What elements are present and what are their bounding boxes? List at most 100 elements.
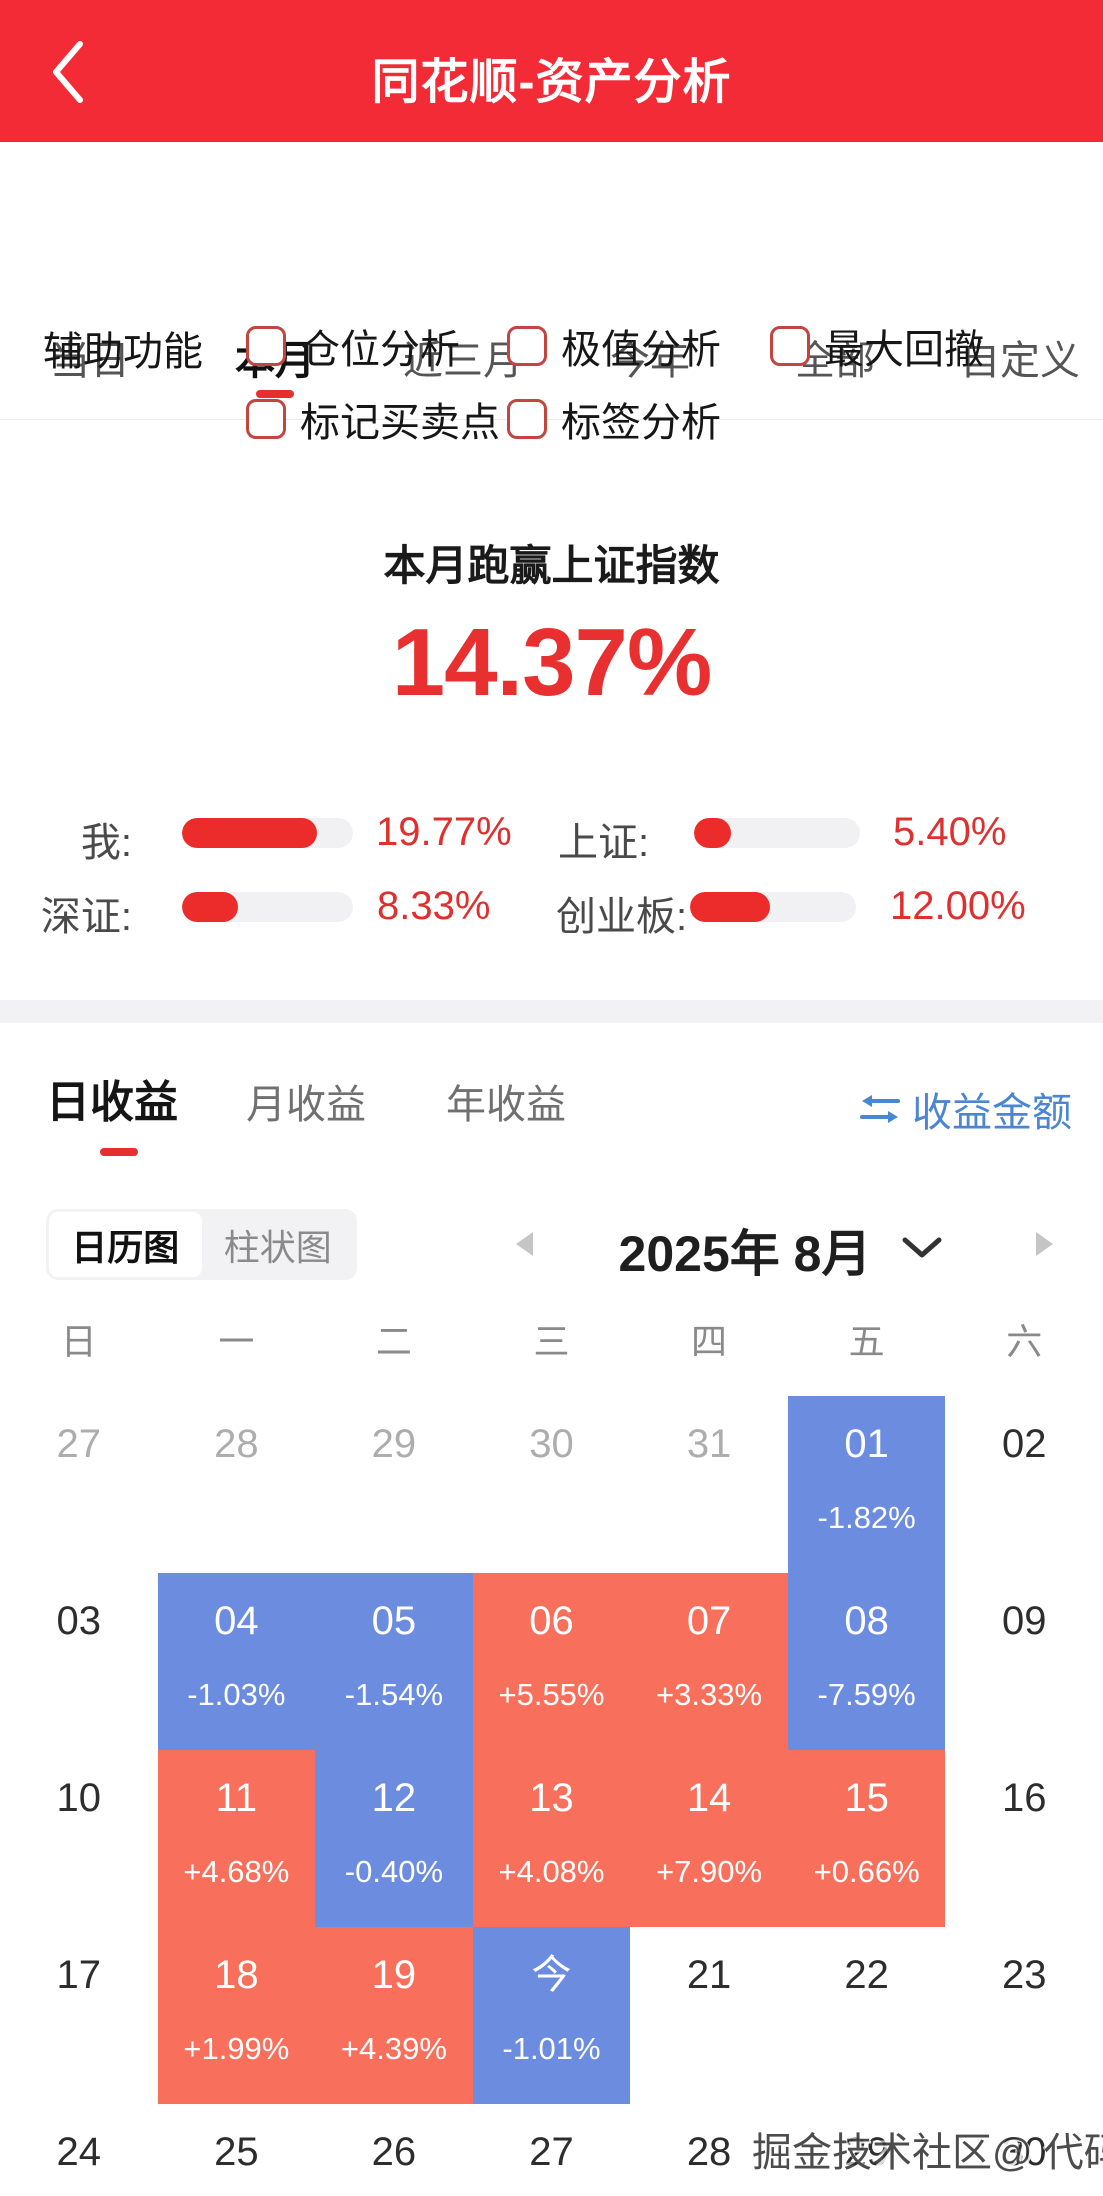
checkbox-icon[interactable]: [246, 326, 286, 366]
calendar-cell[interactable]: 24: [0, 2104, 158, 2196]
calendar-cell[interactable]: 06 +5.55%: [472, 1573, 631, 1750]
calendar-cell[interactable]: 12 -0.40%: [315, 1750, 473, 1927]
benchmark-label-chinext: 创业板:: [556, 895, 688, 939]
calendar-day-return: -1.54%: [344, 1677, 444, 1712]
checkbox-icon[interactable]: [246, 399, 286, 439]
calendar-cell[interactable]: 01 -1.82%: [787, 1396, 946, 1573]
checkbox-label: 极值分析: [561, 328, 721, 372]
tab-yearly-income[interactable]: 年收益: [446, 1083, 566, 1127]
calendar-cell[interactable]: 15 +0.66%: [787, 1750, 946, 1927]
calendar-cell[interactable]: 23: [945, 1927, 1103, 2104]
income-amount-label: 收益金额: [912, 1091, 1072, 1135]
calendar-day: 30: [529, 1422, 574, 1466]
summary-title: 本月跑赢上证指数: [383, 542, 720, 589]
calendar-cell[interactable]: 30: [473, 1396, 631, 1573]
tab-label: 自定义: [960, 339, 1080, 383]
calendar-cell[interactable]: 28: [630, 2104, 788, 2196]
calendar-day-return: -1.03%: [187, 1677, 286, 1712]
calendar-cell[interactable]: 28: [158, 1396, 316, 1573]
benchmark-value-me: 19.77%: [376, 810, 512, 854]
calendar-cell[interactable]: 09: [945, 1573, 1103, 1750]
calendar-day: 25: [214, 2130, 259, 2174]
calendar-cell[interactable]: 22: [788, 1927, 946, 2104]
checkbox-tag-analysis[interactable]: 标签分析: [507, 390, 721, 448]
tab-monthly-income[interactable]: 月收益: [246, 1083, 366, 1127]
checkbox-icon[interactable]: [507, 326, 547, 366]
progress-fill: [694, 818, 731, 848]
chevron-down-icon[interactable]: [902, 1236, 942, 1260]
calendar-cell[interactable]: 21: [630, 1927, 788, 2104]
calendar-day: 27: [529, 2130, 574, 2174]
calendar-day: 12: [371, 1776, 417, 1820]
calendar-cell[interactable]: 今 -1.01%: [472, 1927, 631, 2104]
chevron-left-icon: [53, 41, 83, 103]
progress-bar-me: [182, 818, 353, 848]
toggle-bar-view[interactable]: 柱状图: [223, 1226, 332, 1268]
calendar-cell[interactable]: 29: [315, 1396, 473, 1573]
calendar-cell[interactable]: 08 -7.59%: [787, 1573, 946, 1750]
calendar-cell[interactable]: 11 +4.68%: [157, 1750, 316, 1927]
calendar-cell[interactable]: 05 -1.54%: [315, 1573, 473, 1750]
calendar-cell[interactable]: 10: [0, 1750, 158, 1927]
calendar-day-return: -0.40%: [344, 1854, 444, 1889]
tab-recent-3-months[interactable]: 近三月: [403, 328, 523, 386]
calendar-day: 19: [371, 1953, 417, 1997]
income-amount-toggle[interactable]: 收益金额: [858, 1080, 1072, 1138]
calendar-day-return: -7.59%: [817, 1677, 916, 1712]
weekday-label: 六: [1006, 1321, 1043, 1362]
calendar-cell[interactable]: 04 -1.03%: [157, 1573, 316, 1750]
calendar-cell[interactable]: 27: [0, 1396, 158, 1573]
calendar-day-return: +4.08%: [498, 1854, 605, 1889]
checkbox-mark-trade-points[interactable]: 标记买卖点: [246, 390, 500, 448]
checkbox-max-drawdown[interactable]: 最大回撤: [770, 317, 984, 375]
weekday-header: 日 一 二 三 四 五 六: [0, 1318, 1103, 1366]
calendar-cell[interactable]: 16: [945, 1750, 1103, 1927]
checkbox-position-analysis[interactable]: 仓位分析: [246, 317, 460, 375]
tab-today[interactable]: 当日: [50, 328, 130, 386]
checkbox-icon[interactable]: [770, 326, 810, 366]
calendar-day: 14: [686, 1776, 732, 1820]
app-header: 同花顺-资产分析: [0, 0, 1103, 142]
calendar-cell[interactable]: 07 +3.33%: [630, 1573, 788, 1750]
watermark: 掘金技术社区@ 代码生发液: [752, 2131, 1103, 2175]
calendar-cell[interactable]: 30: [945, 2104, 1103, 2196]
calendar-cell[interactable]: 26: [315, 2104, 473, 2196]
tab-this-year[interactable]: 今年: [610, 328, 690, 386]
back-button[interactable]: [48, 38, 88, 106]
toggle-calendar-view[interactable]: 日历图: [49, 1212, 202, 1277]
calendar-cell[interactable]: 13 +4.08%: [472, 1750, 631, 1927]
calendar-day: 02: [1001, 1422, 1047, 1466]
calendar-day: 01: [844, 1422, 889, 1466]
period-tab-bar: 当日 本月 近三月 今年 全部 自定义: [0, 142, 1103, 420]
calendar-day-return: +1.99%: [183, 2031, 290, 2066]
checkbox-icon[interactable]: [507, 399, 547, 439]
calendar-day: 22: [844, 1953, 889, 1997]
next-month-button[interactable]: [1036, 1232, 1053, 1256]
calendar-day-return: -1.01%: [502, 2031, 601, 2066]
summary-percentage: 14.37%: [391, 609, 713, 716]
progress-fill: [690, 892, 770, 922]
calendar-cell[interactable]: 02: [945, 1396, 1103, 1573]
calendar-cell[interactable]: 18 +1.99%: [157, 1927, 316, 2104]
calendar-cell[interactable]: 19 +4.39%: [315, 1927, 473, 2104]
calendar-cell[interactable]: 27: [473, 2104, 631, 2196]
calendar-cell[interactable]: 17: [0, 1927, 158, 2104]
calendar-day: 13: [529, 1776, 574, 1820]
calendar-cell[interactable]: 03: [0, 1573, 158, 1750]
calendar-cell[interactable]: 25: [158, 2104, 316, 2196]
weekday-label: 一: [218, 1321, 255, 1362]
weekday-label: 二: [375, 1321, 412, 1362]
calendar-cell[interactable]: 29: [788, 2104, 946, 2196]
calendar-cell[interactable]: 31: [630, 1396, 788, 1573]
month-label[interactable]: 2025年 8月: [618, 1226, 872, 1282]
checkbox-extreme-analysis[interactable]: 极值分析: [507, 317, 721, 375]
calendar-cell[interactable]: 14 +7.90%: [630, 1750, 788, 1927]
tab-custom[interactable]: 自定义: [960, 328, 1080, 386]
calendar-day: 10: [56, 1776, 102, 1820]
prev-month-button[interactable]: [516, 1232, 533, 1256]
checkbox-label: 仓位分析: [300, 328, 460, 372]
tab-daily-income[interactable]: 日收益: [46, 1078, 178, 1127]
page-title: 同花顺-资产分析: [371, 56, 732, 109]
calendar-day: 18: [214, 1953, 259, 1997]
benchmark-value-shanghai: 5.40%: [893, 810, 1007, 854]
